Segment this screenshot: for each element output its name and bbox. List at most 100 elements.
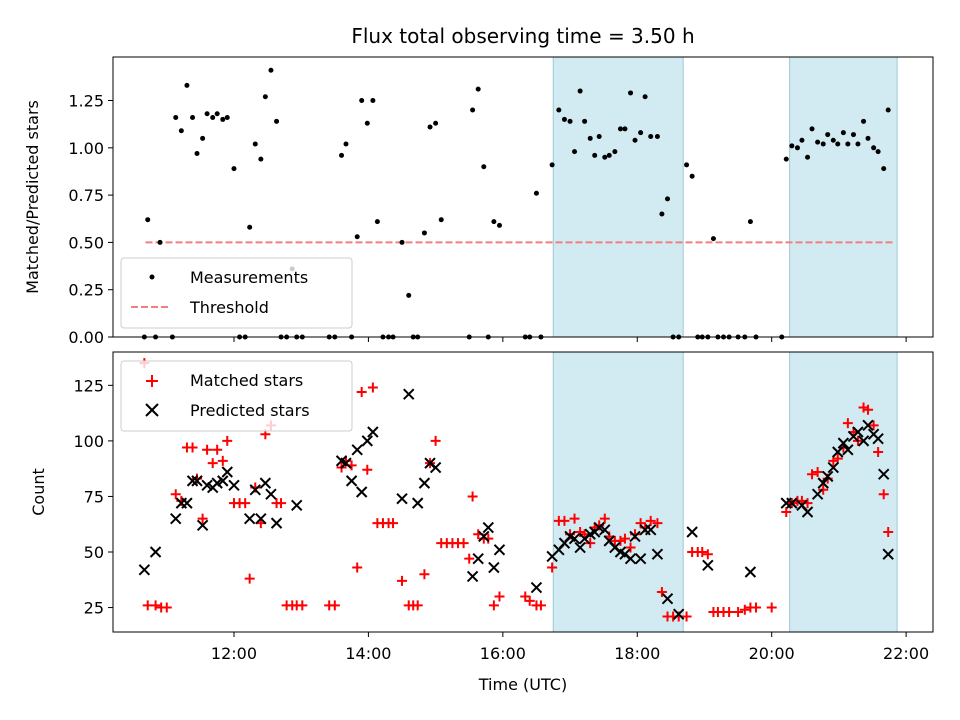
predicted-star-point [340, 457, 352, 469]
predicted-star-point [821, 470, 834, 483]
predicted-star-point [811, 488, 824, 500]
measurement-point [145, 217, 151, 223]
measurement-point [825, 132, 831, 138]
measurement-point [794, 145, 800, 151]
matched-star-point [388, 518, 399, 529]
count-plot-frame [112, 351, 934, 633]
measurement-point [815, 139, 821, 145]
measurements-legend-label: Measurements [190, 268, 308, 287]
predicted-star-point [651, 548, 664, 560]
measurement-point [274, 118, 280, 124]
measurement-point [481, 164, 487, 170]
measurement-point [622, 126, 628, 132]
measurement-point [747, 219, 753, 225]
predicted-star-point [629, 530, 641, 543]
matched-star-point [828, 455, 839, 466]
measurement-point [885, 107, 891, 113]
matched-star-point [599, 513, 610, 524]
measurement-point [343, 141, 349, 147]
measurement-point [820, 141, 826, 147]
predicted-star-point [259, 477, 272, 489]
ratio-shaded-interval [552, 56, 684, 338]
matched-star-point [807, 469, 818, 480]
ratio-y-tick-label: 1.25 [68, 92, 104, 111]
predicted-star-point [530, 581, 543, 594]
measurement-point [689, 173, 695, 179]
predicted-star-point [872, 432, 884, 445]
matched-star-point [559, 515, 570, 526]
predicted-star-point [367, 426, 379, 438]
measurement-point [855, 141, 861, 147]
measurement-point [214, 111, 220, 117]
matched-star-point [863, 404, 874, 415]
matched-star-point [781, 507, 792, 517]
matched-star-point [170, 489, 181, 500]
predicted-star-point [403, 388, 415, 400]
ratio-panel: 0.00 0.25 0.50 0.75 1.00 1.25 Matched/Predict… [23, 56, 934, 347]
matched-star-point [329, 600, 340, 611]
predicted-star-point [217, 475, 229, 487]
predicted-star-point [702, 559, 714, 572]
predicted-star-point [493, 544, 506, 556]
predicted-star-point [221, 466, 233, 478]
ratio-y-tick-label: 0.00 [68, 328, 104, 347]
measurement-point [475, 86, 481, 92]
matched-star-point [858, 402, 869, 413]
predicted-star-point [852, 426, 864, 438]
predicted-star-point [270, 517, 283, 529]
ratio-y-axis-label: Matched/Predicted stars [23, 100, 42, 294]
matched-star-point [217, 455, 228, 466]
predicted-star-point [862, 419, 874, 432]
ratio-y-tick-label: 0.75 [68, 186, 104, 205]
x-tick-label: 12:00 [211, 644, 257, 663]
measurement-point [210, 115, 216, 121]
predicted-star-point [429, 461, 442, 474]
predicted-legend-marker [145, 403, 159, 417]
matched-star-point [467, 491, 478, 502]
measurement-point [533, 190, 539, 196]
matched-star-point [197, 513, 208, 524]
ratio-plot-frame [112, 56, 934, 338]
matched-star-point [524, 595, 535, 606]
count-legend-box [120, 360, 353, 432]
predicted-star-point [624, 552, 637, 565]
measurement-point [427, 124, 433, 130]
predicted-star-point [396, 492, 408, 505]
matched-star-point [161, 602, 172, 613]
predicted-star-point [191, 475, 203, 487]
measurement-point [799, 137, 805, 143]
matched-star-point [419, 569, 430, 580]
matched-star-point [883, 527, 894, 537]
predicted-star-point [411, 497, 424, 509]
measurement-point [157, 239, 163, 245]
matched-star-point [244, 573, 255, 584]
predicted-star-point [661, 592, 674, 605]
count-y-axis-label: Count [29, 468, 48, 516]
measurement-point [247, 224, 253, 230]
measurement-point [364, 120, 370, 126]
x-tick-label: 16:00 [480, 644, 526, 663]
matched-star-point [494, 591, 505, 602]
measurement-point [231, 166, 237, 172]
matched-star-point [681, 611, 692, 622]
matched-star-point [367, 382, 378, 393]
measurement-point [359, 98, 365, 104]
matched-star-point [873, 447, 884, 457]
measurement-point [805, 154, 811, 160]
predicted-star-point [249, 484, 261, 496]
matched-star-point [212, 444, 223, 455]
measurement-point [572, 149, 578, 155]
measurement-point [470, 107, 476, 113]
measurement-point [496, 222, 502, 228]
ratio-y-tick-label: 0.50 [68, 233, 104, 252]
matched-star-point [187, 442, 198, 453]
matched-star-point [240, 498, 251, 509]
measurement-point [617, 126, 623, 132]
matched-star-point [878, 489, 889, 500]
matched-star-point [702, 549, 713, 560]
ratio-y-tick-label: 1.00 [68, 139, 104, 158]
measurement-point [830, 137, 836, 143]
matched-star-point [464, 553, 475, 564]
measurement-point [406, 292, 412, 298]
predicted-star-point [574, 541, 586, 554]
